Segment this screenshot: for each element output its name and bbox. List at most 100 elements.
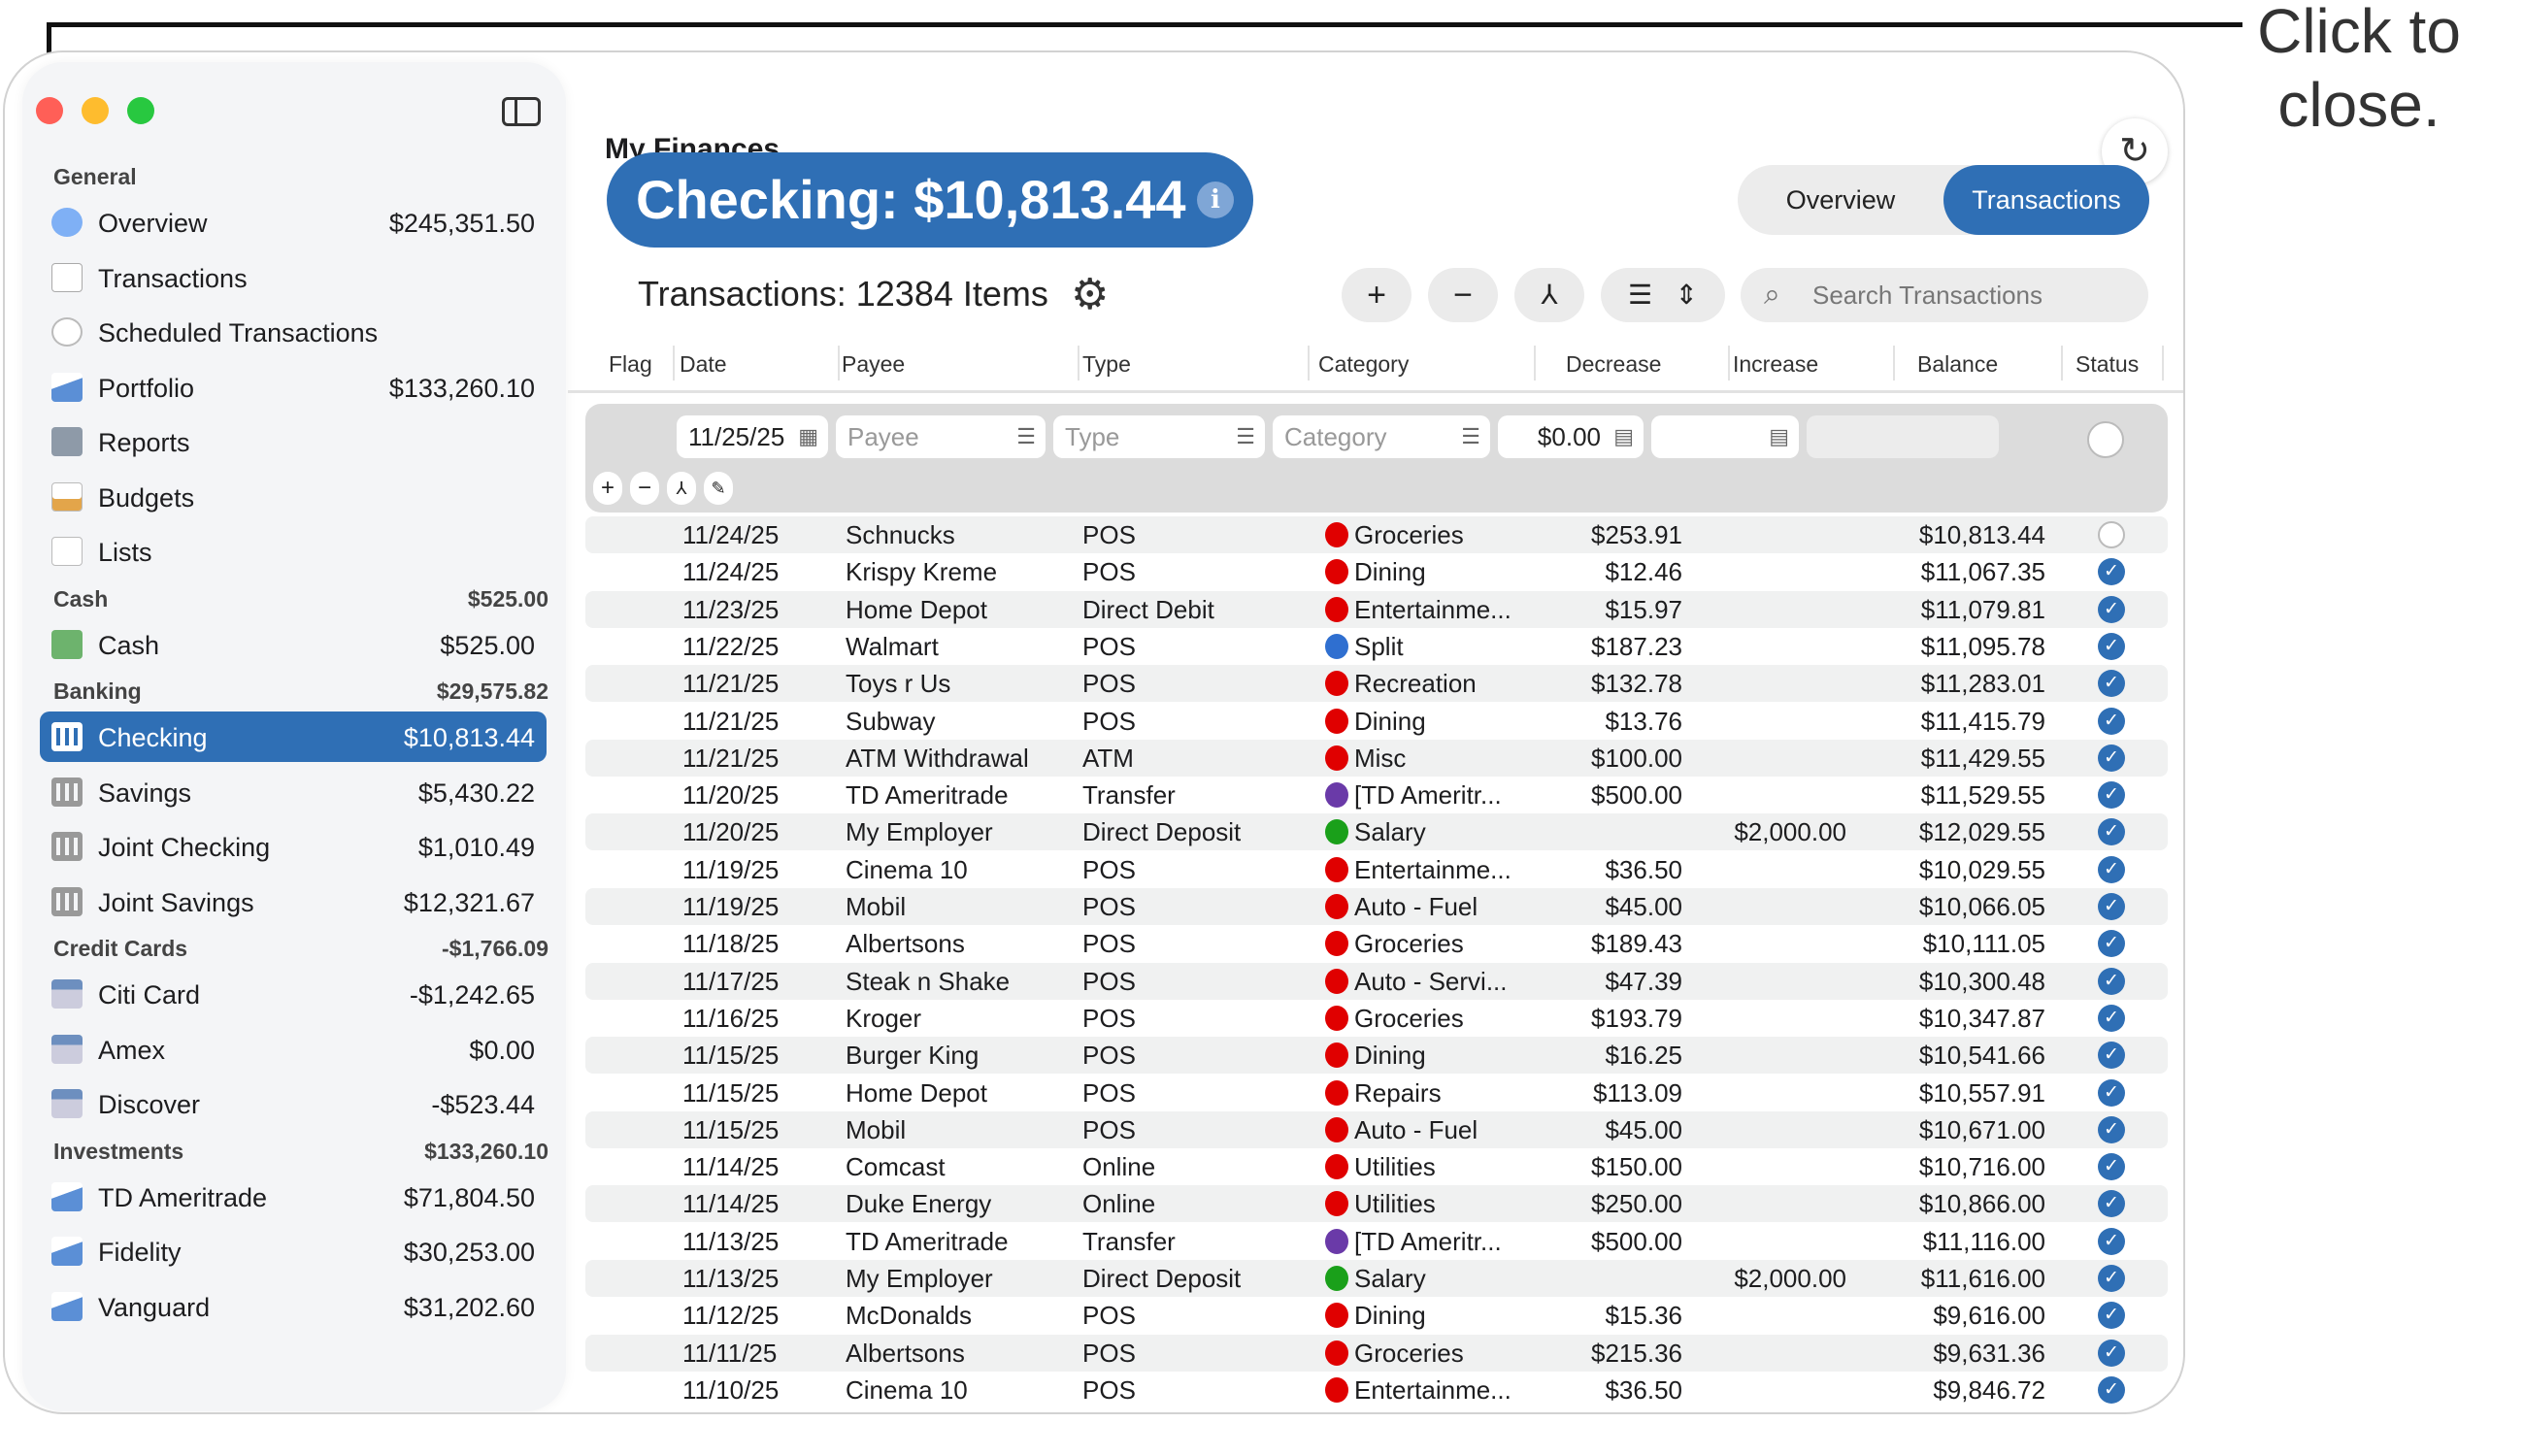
list-icon[interactable]: ☰ — [1236, 424, 1255, 448]
sidebar-item-portfolio[interactable]: Portfolio $133,260.10 — [40, 362, 547, 413]
sidebar-item-joint-checking[interactable]: Joint Checking $1,010.49 — [40, 821, 547, 872]
table-row[interactable]: 11/20/25 My Employer Direct Deposit Salary $… — [585, 813, 2168, 851]
minimize-button[interactable] — [82, 97, 109, 124]
sidebar-item-scheduled-transactions[interactable]: Scheduled Transactions — [40, 307, 547, 357]
column-header-type[interactable]: Type — [1082, 351, 1131, 377]
table-row[interactable]: 11/24/25 Krispy Kreme POS Dining $12.46 $11,0… — [585, 553, 2168, 590]
table-row[interactable]: 11/16/25 Kroger POS Groceries $193.79 $10,347… — [585, 1000, 2168, 1037]
close-button[interactable] — [36, 97, 63, 124]
calculator-icon[interactable]: ▤ — [1769, 424, 1789, 448]
cleared-check-icon[interactable]: ✓ — [2098, 1153, 2125, 1181]
cleared-check-icon[interactable]: ✓ — [2098, 595, 2125, 623]
table-row[interactable]: 11/19/25 Cinema 10 POS Entertainme... $36.50… — [585, 851, 2168, 888]
table-row[interactable]: 11/13/25 My Employer Direct Deposit Salary $… — [585, 1260, 2168, 1297]
cleared-check-icon[interactable]: ✓ — [2098, 781, 2125, 810]
zoom-button[interactable] — [127, 97, 154, 124]
list-icon[interactable]: ☰ — [1016, 424, 1036, 448]
sidebar-item-td-ameritrade[interactable]: TD Ameritrade $71,804.50 — [40, 1172, 547, 1222]
increase-field[interactable]: ▤ — [1651, 415, 1799, 458]
table-row[interactable]: 11/13/25 TD Ameritrade Transfer [TD Ameritr… — [585, 1223, 2168, 1260]
cleared-check-icon[interactable]: ✓ — [2098, 558, 2125, 586]
cleared-check-icon[interactable]: ✓ — [2098, 707, 2125, 735]
table-row[interactable]: 11/15/25 Home Depot POS Repairs $113.09 $10,5… — [585, 1075, 2168, 1111]
sidebar-item-overview[interactable]: Overview $245,351.50 — [40, 197, 547, 248]
cleared-check-icon[interactable]: ✓ — [2098, 1265, 2125, 1292]
cleared-check-icon[interactable]: ✓ — [2098, 1302, 2125, 1330]
column-header-balance[interactable]: Balance — [1917, 351, 1999, 377]
table-row[interactable]: 11/21/25 Toys r Us POS Recreation $132.78 $11… — [585, 665, 2168, 703]
cleared-check-icon[interactable]: ✓ — [2098, 930, 2125, 958]
cleared-check-icon[interactable]: ✓ — [2098, 855, 2125, 883]
gear-icon[interactable]: ⚙ — [1071, 271, 1110, 318]
column-header-payee[interactable]: Payee — [842, 351, 906, 377]
sidebar-item-fidelity[interactable]: Fidelity $30,253.00 — [40, 1226, 547, 1276]
table-row[interactable]: 11/24/25 Schnucks POS Groceries $253.91 $10,8… — [585, 516, 2168, 553]
column-header-status[interactable]: Status — [2076, 351, 2140, 377]
remove-transaction-button[interactable]: − — [1428, 268, 1498, 322]
sidebar-item-budgets[interactable]: Budgets — [40, 472, 547, 522]
tab-overview[interactable]: Overview — [1785, 185, 1896, 215]
sidebar-item-discover[interactable]: Discover -$523.44 — [40, 1078, 547, 1129]
table-row[interactable]: 11/15/25 Burger King POS Dining $16.25 $10,54… — [585, 1037, 2168, 1075]
table-row[interactable]: 11/10/25 Cinema 10 POS Entertainme... $36.50… — [585, 1372, 2168, 1408]
table-row[interactable]: 11/12/25 McDonalds POS Dining $15.36 $9,616.0… — [585, 1297, 2168, 1334]
table-row[interactable]: 11/18/25 Albertsons POS Groceries $189.43 $10… — [585, 925, 2168, 962]
calendar-icon[interactable]: ▦ — [798, 424, 818, 448]
info-icon[interactable]: i — [1197, 182, 1234, 218]
table-row[interactable]: 11/21/25 Subway POS Dining $13.76 $11,415.79 ✓ — [585, 703, 2168, 740]
status-circle-icon[interactable] — [2098, 521, 2125, 548]
cleared-check-icon[interactable]: ✓ — [2098, 818, 2125, 846]
add-icon[interactable]: + — [593, 472, 622, 505]
cleared-check-icon[interactable]: ✓ — [2098, 893, 2125, 920]
column-header-category[interactable]: Category — [1318, 351, 1410, 377]
list-icon[interactable]: ☰ — [1461, 424, 1480, 448]
cleared-check-icon[interactable]: ✓ — [2098, 1339, 2125, 1367]
cleared-check-icon[interactable]: ✓ — [2098, 967, 2125, 995]
cleared-check-icon[interactable]: ✓ — [2098, 1078, 2125, 1107]
sidebar-item-vanguard[interactable]: Vanguard $31,202.60 — [40, 1281, 547, 1332]
column-header-increase[interactable]: Increase — [1733, 351, 1819, 377]
column-header-date[interactable]: Date — [680, 351, 727, 377]
cleared-check-icon[interactable]: ✓ — [2098, 744, 2125, 772]
sidebar-item-cash[interactable]: Cash $525.00 — [40, 619, 547, 670]
minus-icon[interactable]: − — [630, 472, 659, 505]
sidebar-item-checking[interactable]: Checking $10,813.44 — [40, 711, 547, 762]
sidebar-toggle-icon[interactable] — [502, 97, 541, 126]
cleared-check-icon[interactable]: ✓ — [2098, 1190, 2125, 1218]
tab-transactions[interactable]: Transactions — [1943, 165, 2149, 235]
cleared-check-icon[interactable]: ✓ — [2098, 670, 2125, 698]
decrease-field[interactable]: $0.00 ▤ — [1498, 415, 1644, 458]
table-row[interactable]: 11/19/25 Mobil POS Auto - Fuel $45.00 $10,066… — [585, 888, 2168, 925]
table-row[interactable]: 11/21/25 ATM Withdrawal ATM Misc $100.00 $11,… — [585, 739, 2168, 777]
calculator-icon[interactable]: ▤ — [1613, 424, 1634, 448]
split-icon[interactable]: ⅄ — [1514, 268, 1584, 322]
sidebar-item-transactions[interactable]: Transactions — [40, 252, 547, 303]
cleared-check-icon[interactable]: ✓ — [2098, 1004, 2125, 1032]
sidebar-item-reports[interactable]: Reports — [40, 416, 547, 467]
attachment-icon[interactable]: ✎ — [704, 472, 733, 505]
table-row[interactable]: 11/14/25 Comcast Online Utilities $150.00 $10… — [585, 1148, 2168, 1185]
cleared-check-icon[interactable]: ✓ — [2098, 1227, 2125, 1255]
sidebar-item-lists[interactable]: Lists — [40, 526, 547, 577]
column-header-decrease[interactable]: Decrease — [1566, 351, 1662, 377]
table-row[interactable]: 11/14/25 Duke Energy Online Utilities $250.0… — [585, 1185, 2168, 1223]
add-transaction-button[interactable]: + — [1342, 268, 1411, 322]
cleared-check-icon[interactable]: ✓ — [2098, 1375, 2125, 1404]
status-toggle[interactable] — [2087, 421, 2124, 458]
date-field[interactable]: 11/25/25 ▦ — [677, 415, 828, 458]
cleared-check-icon[interactable]: ✓ — [2098, 1042, 2125, 1070]
cleared-check-icon[interactable]: ✓ — [2098, 1115, 2125, 1143]
table-row[interactable]: 11/20/25 TD Ameritrade Transfer [TD Ameritr… — [585, 777, 2168, 813]
table-row[interactable]: 11/11/25 Albertsons POS Groceries $215.36 $9,… — [585, 1334, 2168, 1372]
search-input[interactable]: ⌕ Search Transactions — [1741, 268, 2148, 322]
category-field[interactable]: Category ☰ — [1273, 415, 1490, 458]
table-row[interactable]: 11/22/25 Walmart POS Split $187.23 $11,095.78… — [585, 628, 2168, 665]
table-row[interactable]: 11/17/25 Steak n Shake POS Auto - Servi... $… — [585, 962, 2168, 1000]
list-sort-button[interactable]: ☰ ⇕ — [1601, 268, 1725, 322]
sidebar-item-savings[interactable]: Savings $5,430.22 — [40, 767, 547, 817]
table-row[interactable]: 11/15/25 Mobil POS Auto - Fuel $45.00 $10,671… — [585, 1110, 2168, 1148]
table-row[interactable]: 11/23/25 Home Depot Direct Debit Entertainm… — [585, 590, 2168, 628]
sidebar-item-amex[interactable]: Amex $0.00 — [40, 1024, 547, 1075]
column-header-flag[interactable]: Flag — [609, 351, 652, 377]
payee-field[interactable]: Payee ☰ — [836, 415, 1046, 458]
